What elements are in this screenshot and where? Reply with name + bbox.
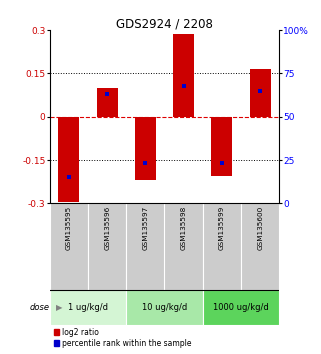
Text: GSM135599: GSM135599 — [219, 206, 225, 250]
Text: GSM135597: GSM135597 — [143, 206, 148, 250]
Text: ▶: ▶ — [56, 303, 62, 312]
Bar — [88, 203, 126, 290]
Text: GSM135598: GSM135598 — [181, 206, 187, 250]
Bar — [211, 117, 232, 176]
Bar — [49, 203, 88, 290]
Bar — [49, 290, 126, 325]
Bar — [97, 88, 118, 117]
Text: GSM135596: GSM135596 — [104, 206, 110, 250]
Bar — [126, 203, 165, 290]
Text: 1000 ug/kg/d: 1000 ug/kg/d — [213, 303, 269, 312]
Bar — [126, 290, 203, 325]
Bar — [241, 203, 280, 290]
Bar — [135, 117, 156, 180]
Text: GSM135600: GSM135600 — [257, 206, 263, 250]
Bar — [203, 203, 241, 290]
Text: 1 ug/kg/d: 1 ug/kg/d — [68, 303, 108, 312]
Text: dose: dose — [30, 303, 50, 312]
Title: GDS2924 / 2208: GDS2924 / 2208 — [116, 17, 213, 30]
Bar — [203, 290, 280, 325]
Bar — [58, 117, 79, 202]
Bar — [173, 34, 194, 117]
Text: GSM135595: GSM135595 — [66, 206, 72, 250]
Legend: log2 ratio, percentile rank within the sample: log2 ratio, percentile rank within the s… — [54, 327, 192, 348]
Text: 10 ug/kg/d: 10 ug/kg/d — [142, 303, 187, 312]
Bar — [164, 203, 203, 290]
Bar — [250, 69, 271, 117]
